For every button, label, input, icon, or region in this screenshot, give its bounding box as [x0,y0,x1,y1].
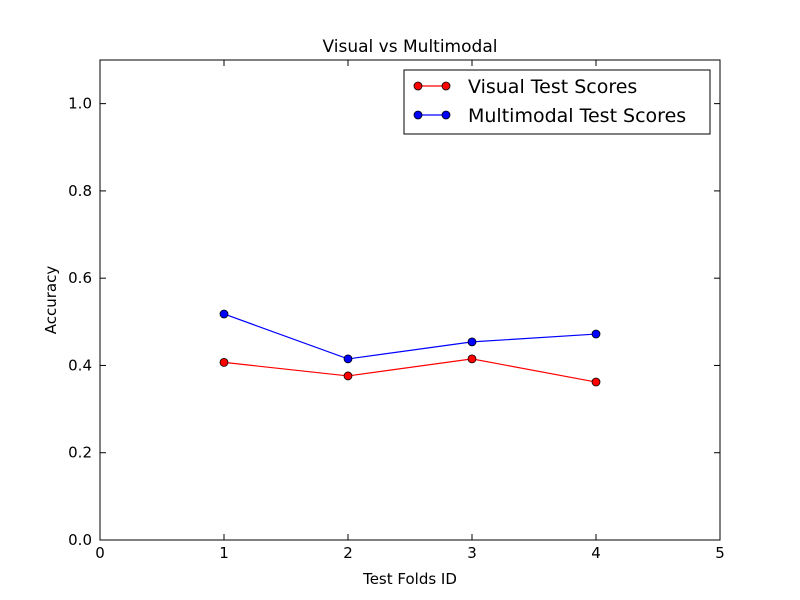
legend-label-0: Visual Test Scores [468,76,637,98]
y-axis-label: Accuracy [42,266,60,335]
data-point-series-0 [219,357,229,367]
data-point-series-1 [219,309,229,319]
legend: Visual Test Scores Multimodal Test Scores [403,69,711,135]
data-point-series-0 [467,354,477,364]
data-point-series-1 [591,329,601,339]
data-point-series-0 [343,371,353,381]
y-tick-label: 0.0 [68,531,92,549]
legend-marker-1 [441,110,451,120]
series-line-1 [223,313,597,360]
x-tick-label: 0 [95,544,105,562]
series-line-0 [223,358,597,383]
legend-marker-1 [413,110,423,120]
x-tick-label: 5 [715,544,725,562]
legend-marker-0 [413,81,423,91]
legend-label-1: Multimodal Test Scores [468,105,686,127]
y-tick-label: 1.0 [68,95,92,113]
y-tick-label: 0.4 [68,356,92,374]
y-tick-label: 0.6 [68,269,92,287]
data-point-series-0 [591,377,601,387]
legend-box [403,69,711,135]
y-tick-label: 0.2 [68,444,92,462]
x-tick-label: 1 [219,544,229,562]
data-point-series-1 [467,337,477,347]
plot-area-frame [99,59,721,541]
chart-title: Visual vs Multimodal [323,37,498,57]
x-tick-label: 2 [343,544,353,562]
y-tick-label: 0.8 [68,182,92,200]
data-point-series-1 [343,354,353,364]
series-lines [223,313,597,383]
x-tick-label: 3 [467,544,477,562]
x-axis-label: Test Folds ID [362,570,457,588]
legend-marker-0 [441,81,451,91]
series-markers [219,309,601,387]
x-tick-label: 4 [591,544,601,562]
axis-ticks: 0 1 2 3 4 5 0.0 0.2 0.4 0.6 0.8 1.0 [68,60,725,562]
